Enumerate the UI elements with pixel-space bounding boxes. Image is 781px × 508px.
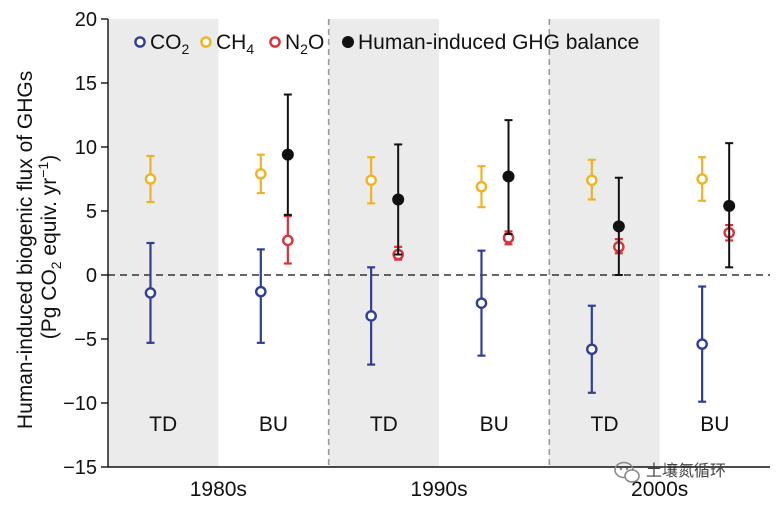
- y-axis-label-line2: (Pg CO2 equiv. yr−1): [35, 155, 64, 339]
- method-label: BU: [700, 413, 729, 436]
- wechat-icon: [614, 461, 640, 483]
- legend-label: Human-induced GHG balance: [358, 31, 639, 54]
- marker: [612, 220, 625, 233]
- marker: [255, 285, 267, 298]
- marker: [144, 287, 157, 299]
- x-axis: 1980s 1990s 2000s: [108, 466, 770, 501]
- legend: CO2 CH4 N2O Human-induced GHG balance: [134, 31, 639, 57]
- data-point-N2O: [282, 215, 294, 265]
- legend-label-part: 2: [182, 41, 190, 57]
- data-point-balance: [502, 119, 515, 236]
- data-point-CH4: [475, 165, 488, 209]
- data-point-CH4: [144, 154, 157, 204]
- y-axis-label-mid: equiv. yr: [38, 178, 61, 262]
- marker: [282, 234, 294, 247]
- legend-label: CO2: [150, 31, 190, 57]
- x-group-label: 1980s: [190, 478, 247, 501]
- shaded-td-bands: [108, 19, 660, 467]
- method-labels: TD BU TD BU TD BU: [149, 413, 729, 436]
- legend-label-part: O: [308, 31, 324, 54]
- period-dividers: [327, 19, 551, 467]
- x-group-label: 2000s: [631, 478, 688, 501]
- marker: [365, 174, 377, 187]
- marker: [475, 180, 488, 193]
- td-band-2000s: [549, 19, 660, 467]
- legend-label-part: 4: [246, 41, 254, 57]
- data-point-balance: [612, 176, 625, 276]
- marker: [502, 170, 515, 183]
- legend-item-balance: Human-induced GHG balance: [342, 31, 639, 54]
- method-label: TD: [370, 413, 398, 436]
- marker: [255, 168, 267, 180]
- y-tick-label: 0: [86, 265, 97, 287]
- legend-item-CO2: CO2: [134, 31, 190, 57]
- legend-label: CH4: [216, 31, 254, 57]
- method-label: TD: [591, 413, 619, 436]
- y-tick-label: 15: [75, 73, 97, 95]
- y-tick-label: 10: [75, 137, 97, 159]
- marker: [586, 343, 598, 356]
- y-tick-label: −15: [63, 457, 97, 479]
- marker: [281, 148, 294, 161]
- legend-label-part: Human-induced GHG balance: [358, 31, 639, 54]
- marker: [696, 173, 708, 185]
- data-marks: [144, 93, 736, 403]
- y-tick-label: −10: [63, 393, 97, 415]
- y-axis-label-sup: −1: [35, 162, 51, 178]
- legend-marker: [269, 36, 281, 48]
- y-axis-label-sub: 2: [48, 261, 64, 269]
- y-tick-label: 5: [86, 201, 97, 223]
- marker: [144, 173, 157, 185]
- y-axis-label-pre: (Pg CO: [38, 269, 61, 339]
- data-point-balance: [392, 143, 405, 256]
- y-axis-label-line1: Human-induced biogenic flux of GHGs: [14, 71, 37, 429]
- legend-label-part: CO: [150, 31, 182, 54]
- marker: [586, 174, 598, 187]
- y-axis-label: Human-induced biogenic flux of GHGs (Pg …: [14, 65, 64, 429]
- legend-label-part: CH: [216, 31, 246, 54]
- marker: [365, 310, 377, 322]
- y-tick-label: 20: [75, 9, 97, 31]
- data-point-CO2: [365, 266, 377, 366]
- marker: [475, 297, 488, 309]
- legend-item-N2O: N2O: [269, 31, 324, 57]
- method-label: BU: [480, 413, 509, 436]
- x-group-label: 1990s: [410, 478, 467, 501]
- data-point-CO2: [696, 285, 708, 403]
- y-axis-label-post: ): [38, 155, 61, 162]
- y-tick-label: −5: [74, 329, 97, 351]
- marker: [392, 193, 405, 206]
- legend-label-part: N: [285, 31, 300, 54]
- td-band-1990s: [328, 19, 439, 467]
- method-label: TD: [149, 413, 177, 436]
- marker: [696, 338, 708, 350]
- data-point-CH4: [696, 156, 708, 202]
- legend-label-part: 2: [300, 41, 308, 57]
- data-point-CO2: [475, 249, 488, 357]
- data-point-balance: [723, 142, 736, 269]
- method-label: BU: [259, 413, 288, 436]
- data-point-CH4: [586, 158, 598, 201]
- watermark: 土壤氮循环: [614, 461, 726, 483]
- td-band-1980s: [108, 19, 219, 467]
- data-point-CO2: [144, 241, 157, 344]
- data-point-balance: [281, 93, 294, 216]
- watermark-text: 土壤氮循环: [646, 461, 726, 480]
- marker: [723, 199, 736, 212]
- legend-marker: [342, 36, 354, 48]
- y-axis: 20 15 10 5 0 −5 −10 −15: [63, 9, 109, 479]
- data-point-CH4: [255, 153, 267, 195]
- legend-label: N2O: [285, 31, 324, 57]
- legend-item-CH4: CH4: [200, 31, 254, 57]
- legend-marker: [134, 36, 146, 48]
- data-point-CH4: [365, 156, 377, 205]
- legend-marker: [200, 36, 212, 48]
- data-point-CO2: [255, 248, 267, 344]
- data-point-CO2: [586, 304, 598, 394]
